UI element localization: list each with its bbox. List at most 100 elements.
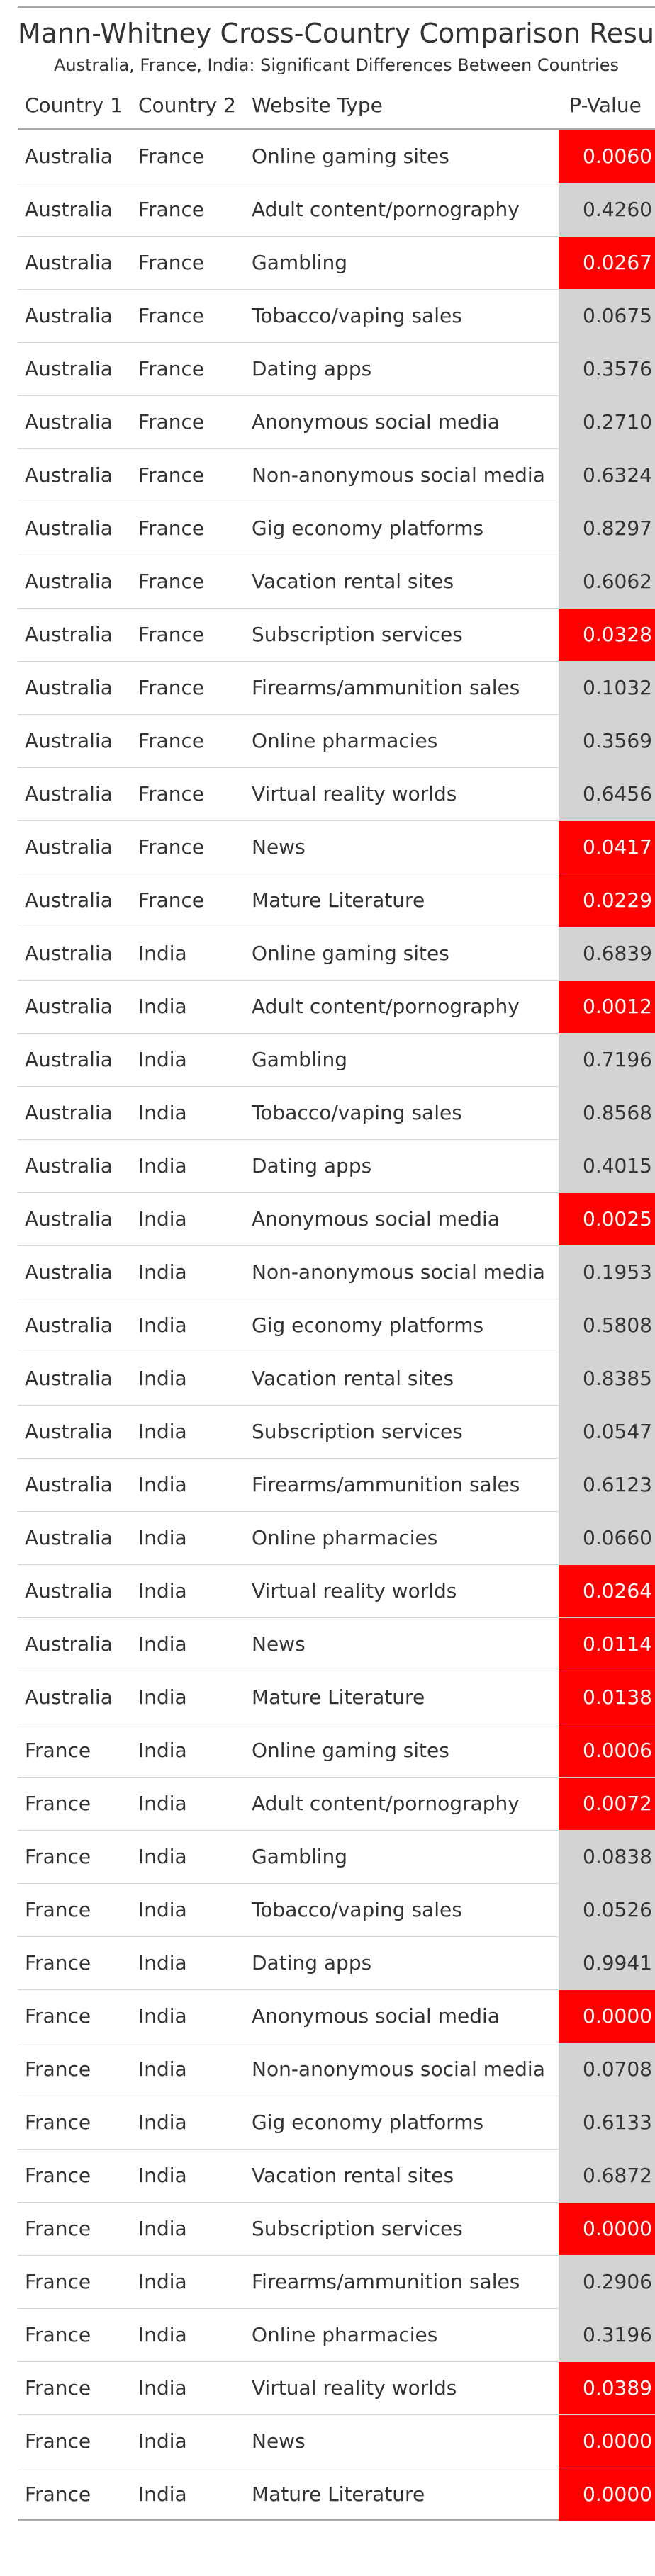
- cell-p-value: 0.2906: [559, 2256, 655, 2308]
- cell-p-value: 0.0660: [559, 1512, 655, 1564]
- table-row: Australia India Mature Literature 0.0138: [18, 1671, 655, 1724]
- cell-website-type: Subscription services: [252, 1420, 463, 1443]
- cell-country2: India: [138, 995, 187, 1018]
- cell-website-type: News: [252, 835, 306, 859]
- cell-website-type: Subscription services: [252, 623, 463, 646]
- cell-website-type: Tobacco/vaping sales: [252, 1101, 462, 1124]
- cell-website-type: News: [252, 2429, 306, 2453]
- table-row: Australia India Online pharmacies 0.0660: [18, 1512, 655, 1565]
- cell-country1: Australia: [25, 1207, 113, 1231]
- cell-country2: India: [138, 1101, 187, 1124]
- cell-country2: India: [138, 2217, 187, 2240]
- table-row: Australia India Tobacco/vaping sales 0.8568: [18, 1087, 655, 1140]
- cell-website-type: Virtual reality worlds: [252, 782, 457, 806]
- cell-country2: India: [138, 2376, 187, 2400]
- cell-country1: France: [25, 2270, 91, 2293]
- cell-country1: Australia: [25, 251, 113, 274]
- table-row: France India Dating apps 0.9941: [18, 1937, 655, 1990]
- cell-country2: India: [138, 1951, 187, 1975]
- cell-website-type: Firearms/ammunition sales: [252, 676, 520, 699]
- table-row: Australia India Non-anonymous social media…: [18, 1246, 655, 1299]
- cell-p-value: 0.0526: [559, 1884, 655, 1936]
- table-row: France India Tobacco/vaping sales 0.0526: [18, 1884, 655, 1937]
- cell-country2: France: [138, 145, 205, 168]
- cell-p-value: 0.6839: [559, 927, 655, 980]
- cell-country2: India: [138, 1526, 187, 1549]
- cell-p-value: 0.6456: [559, 768, 655, 820]
- cell-country2: France: [138, 782, 205, 806]
- cell-country2: India: [138, 1473, 187, 1496]
- cell-country2: France: [138, 410, 205, 434]
- cell-country1: Australia: [25, 1632, 113, 1656]
- cell-country1: Australia: [25, 1420, 113, 1443]
- cell-country2: India: [138, 1048, 187, 1071]
- table-row: Australia France Firearms/ammunition sales…: [18, 662, 655, 715]
- cell-website-type: Online pharmacies: [252, 2323, 438, 2346]
- cell-p-value: 0.0675: [559, 290, 655, 342]
- cell-country2: France: [138, 835, 205, 859]
- table-row: France India Anonymous social media 0.0000: [18, 1990, 655, 2043]
- cell-country1: Australia: [25, 1367, 113, 1390]
- table-row: Australia France Online pharmacies 0.3569: [18, 715, 655, 768]
- cell-p-value-significant: 0.0114: [559, 1618, 655, 1671]
- cell-country1: Australia: [25, 357, 113, 380]
- table-row: France India Adult content/pornography 0.00…: [18, 1778, 655, 1831]
- cell-country1: France: [25, 2429, 91, 2453]
- cell-website-type: Gambling: [252, 1048, 347, 1071]
- cell-country2: France: [138, 516, 205, 540]
- table-row: Australia India Gig economy platforms 0.580…: [18, 1299, 655, 1352]
- cell-country1: Australia: [25, 995, 113, 1018]
- cell-country2: France: [138, 304, 205, 327]
- cell-country2: India: [138, 2164, 187, 2187]
- cell-country2: India: [138, 1792, 187, 1815]
- cell-website-type: Dating apps: [252, 1154, 372, 1177]
- cell-country1: France: [25, 2004, 91, 2028]
- cell-country1: Australia: [25, 516, 113, 540]
- cell-country2: India: [138, 1898, 187, 1921]
- table-row: Australia France Dating apps 0.3576: [18, 343, 655, 396]
- cell-country2: India: [138, 1260, 187, 1284]
- cell-country2: France: [138, 623, 205, 646]
- cell-country1: Australia: [25, 570, 113, 593]
- cell-website-type: Online gaming sites: [252, 1739, 449, 1762]
- table-row: Australia India Adult content/pornography 0…: [18, 981, 655, 1034]
- cell-website-type: Gig economy platforms: [252, 2111, 484, 2134]
- cell-country2: India: [138, 2270, 187, 2293]
- table-row: France India Virtual reality worlds 0.0389: [18, 2362, 655, 2415]
- cell-website-type: Adult content/pornography: [252, 198, 520, 221]
- cell-country1: France: [25, 1739, 91, 1762]
- header-website-type: Website Type: [252, 94, 383, 117]
- cell-country1: Australia: [25, 1473, 113, 1496]
- cell-p-value: 0.1032: [559, 662, 655, 714]
- cell-country2: India: [138, 1154, 187, 1177]
- table-row: Australia France Gambling 0.0267: [18, 237, 655, 290]
- cell-p-value: 0.3196: [559, 2309, 655, 2361]
- cell-website-type: Firearms/ammunition sales: [252, 1473, 520, 1496]
- table-row: France India Mature Literature 0.0000: [18, 2468, 655, 2521]
- cell-country1: France: [25, 1898, 91, 1921]
- cell-country2: India: [138, 1739, 187, 1762]
- table-row: Australia France Vacation rental sites 0.60…: [18, 555, 655, 609]
- header-p-value: P-Value: [569, 94, 642, 117]
- cell-website-type: Vacation rental sites: [252, 570, 454, 593]
- cell-country1: Australia: [25, 1685, 113, 1709]
- table-row: Australia France Tobacco/vaping sales 0.067…: [18, 290, 655, 343]
- cell-website-type: Adult content/pornography: [252, 1792, 520, 1815]
- cell-country1: Australia: [25, 1154, 113, 1177]
- cell-website-type: Virtual reality worlds: [252, 2376, 457, 2400]
- cell-p-value-significant: 0.0000: [559, 2415, 655, 2468]
- cell-p-value: 0.6324: [559, 449, 655, 502]
- table-row: France India Firearms/ammunition sales 0.29…: [18, 2256, 655, 2309]
- table-subtitle: Australia, France, India: Significant Di…: [54, 55, 619, 75]
- cell-website-type: Vacation rental sites: [252, 1367, 454, 1390]
- cell-country2: France: [138, 729, 205, 752]
- cell-country2: India: [138, 1579, 187, 1603]
- cell-country2: India: [138, 2429, 187, 2453]
- cell-p-value-significant: 0.0006: [559, 1724, 655, 1777]
- cell-country1: France: [25, 2057, 91, 2081]
- cell-website-type: Gambling: [252, 251, 347, 274]
- table-row: France India Online pharmacies 0.3196: [18, 2309, 655, 2362]
- cell-website-type: Online gaming sites: [252, 942, 449, 965]
- cell-p-value: 0.0547: [559, 1406, 655, 1458]
- cell-country2: France: [138, 888, 205, 912]
